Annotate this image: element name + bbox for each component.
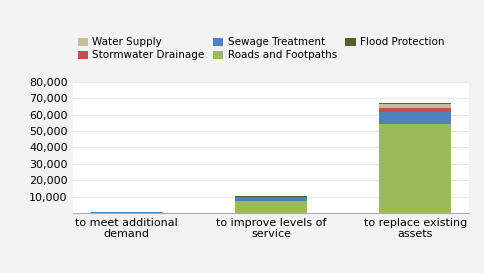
Legend: Water Supply, Stormwater Drainage, Sewage Treatment, Roads and Footpaths, Flood : Water Supply, Stormwater Drainage, Sewag… <box>78 37 444 60</box>
Bar <box>379 108 452 112</box>
Bar <box>235 198 307 201</box>
Bar <box>379 124 452 213</box>
Bar <box>235 201 307 213</box>
Bar <box>379 103 452 108</box>
Bar <box>235 196 307 197</box>
Bar <box>235 197 307 198</box>
Bar <box>379 112 452 124</box>
